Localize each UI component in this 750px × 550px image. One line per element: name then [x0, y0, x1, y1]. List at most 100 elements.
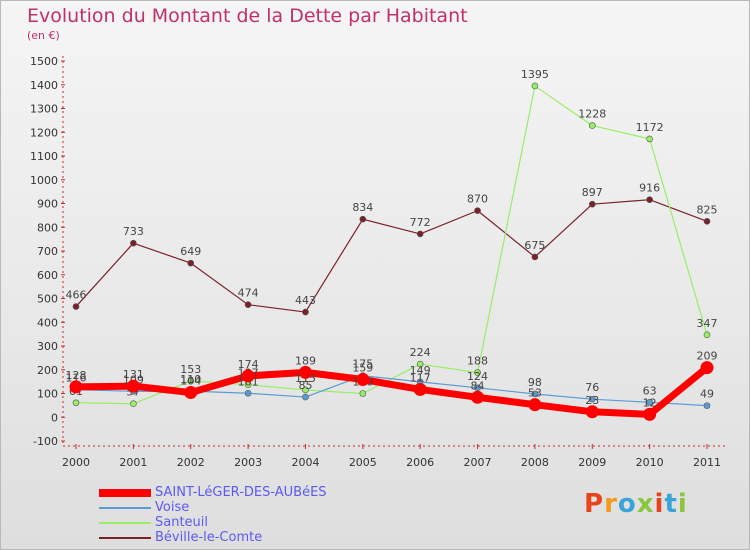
data-label-saint-leger: 12 — [643, 396, 657, 409]
data-point-beville — [588, 200, 596, 208]
logo-letter: i — [654, 489, 665, 519]
data-label-santeuil: 153 — [180, 363, 201, 376]
data-label-beville: 649 — [180, 245, 201, 258]
y-tick-label: 400 — [37, 316, 58, 329]
data-point-saint-leger — [184, 386, 198, 400]
data-label-beville: 870 — [467, 193, 488, 206]
data-point-saint-leger — [528, 398, 542, 412]
data-point-saint-leger — [69, 380, 83, 394]
data-point-saint-leger — [643, 407, 657, 421]
y-tick-label: 800 — [37, 221, 58, 234]
data-label-voise: 110 — [180, 373, 201, 386]
data-label-saint-leger: 159 — [352, 361, 373, 374]
data-label-beville: 733 — [123, 225, 144, 238]
data-label-saint-leger: 209 — [697, 350, 718, 363]
x-tick-label: 2007 — [464, 456, 492, 469]
logo-letter: t — [664, 489, 678, 519]
data-point-beville — [531, 253, 539, 261]
y-tick-label: -100 — [33, 435, 58, 448]
data-label-santeuil: 188 — [467, 355, 488, 368]
data-point-beville — [646, 196, 653, 203]
data-point-saint-leger — [413, 382, 427, 396]
data-point-voise — [588, 395, 596, 403]
data-label-saint-leger: 104 — [180, 375, 201, 388]
legend-label-beville: Béville-le-Comte — [155, 530, 263, 545]
data-label-beville: 466 — [66, 289, 87, 302]
y-tick-label: 700 — [37, 245, 58, 258]
x-tick-label: 2002 — [177, 456, 205, 469]
data-point-beville — [130, 239, 137, 247]
data-point-voise — [646, 398, 653, 406]
data-label-beville: 916 — [639, 182, 660, 195]
legend-swatch-saint-leger — [99, 489, 151, 497]
data-label-santeuil: 347 — [697, 317, 718, 330]
y-tick-label: 1300 — [30, 103, 58, 116]
y-tick-label: 1000 — [30, 174, 58, 187]
data-point-beville — [474, 207, 481, 214]
x-tick-label: 2003 — [234, 456, 262, 469]
proxiti-logo: Proxiti — [584, 489, 688, 519]
data-label-voise: 85 — [298, 379, 312, 392]
data-point-voise — [531, 390, 539, 398]
data-label-beville: 834 — [352, 201, 373, 214]
data-label-saint-leger: 117 — [410, 371, 431, 384]
x-tick-label: 2000 — [62, 456, 90, 469]
data-point-santeuil — [531, 82, 539, 90]
data-point-beville — [703, 218, 711, 225]
data-label-beville: 675 — [524, 239, 545, 252]
data-label-beville: 825 — [697, 203, 718, 216]
legend-swatch-voise — [99, 507, 151, 509]
data-label-saint-leger: 84 — [471, 379, 485, 392]
data-label-santeuil: 224 — [410, 346, 431, 359]
series-line-santeuil — [75, 85, 708, 405]
legend-label-santeuil: Santeuil — [155, 515, 209, 530]
data-label-beville: 443 — [295, 294, 316, 307]
series-line-beville — [75, 199, 708, 313]
series-line-saint-leger — [75, 364, 710, 418]
y-tick-label: 0 — [51, 411, 58, 424]
legend-label-voise: Voise — [155, 500, 190, 515]
data-point-saint-leger — [126, 379, 140, 393]
x-tick-label: 2011 — [693, 456, 721, 469]
data-label-saint-leger: 174 — [238, 358, 259, 371]
chart-subtitle: (en €) — [27, 29, 60, 42]
data-point-santeuil — [646, 135, 653, 143]
data-label-saint-leger: 189 — [295, 354, 316, 367]
x-tick-label: 2008 — [521, 456, 549, 469]
data-label-voise: 63 — [643, 384, 657, 397]
data-label-saint-leger: 23 — [585, 394, 599, 407]
data-label-beville: 897 — [582, 186, 603, 199]
data-label-voise: 49 — [700, 388, 714, 401]
data-point-saint-leger — [241, 369, 255, 383]
data-point-santeuil — [588, 122, 596, 129]
y-tick-label: 500 — [37, 293, 58, 306]
data-label-saint-leger: 53 — [528, 387, 542, 400]
data-point-saint-leger — [471, 390, 485, 404]
data-label-santeuil: 1395 — [521, 68, 549, 81]
x-tick-label: 2006 — [406, 456, 434, 469]
legend-label-saint-leger: SAINT-LéGER-DES-AUBéES — [155, 485, 327, 500]
data-label-saint-leger: 131 — [123, 368, 144, 381]
chart-title: Evolution du Montant de la Dette par Hab… — [27, 5, 468, 27]
data-point-beville — [244, 301, 252, 308]
data-point-beville — [187, 259, 195, 267]
y-tick-label: 900 — [37, 198, 58, 211]
logo-letter: r — [604, 489, 618, 519]
legend-swatch-beville — [99, 537, 151, 539]
data-point-saint-leger — [585, 405, 599, 419]
data-point-voise — [703, 402, 711, 409]
x-tick-label: 2004 — [291, 456, 319, 469]
y-tick-label: 100 — [37, 388, 58, 401]
data-point-santeuil — [703, 331, 711, 339]
data-point-santeuil — [130, 400, 137, 408]
logo-letter: P — [584, 489, 605, 519]
data-label-voise: 76 — [585, 381, 599, 394]
logo-letter: x — [636, 489, 655, 519]
logo-letter: i — [677, 489, 688, 519]
data-label-santeuil: 1228 — [578, 108, 606, 121]
x-tick-label: 2005 — [349, 456, 377, 469]
legend-swatch-santeuil — [99, 522, 151, 524]
data-point-voise — [244, 389, 252, 397]
